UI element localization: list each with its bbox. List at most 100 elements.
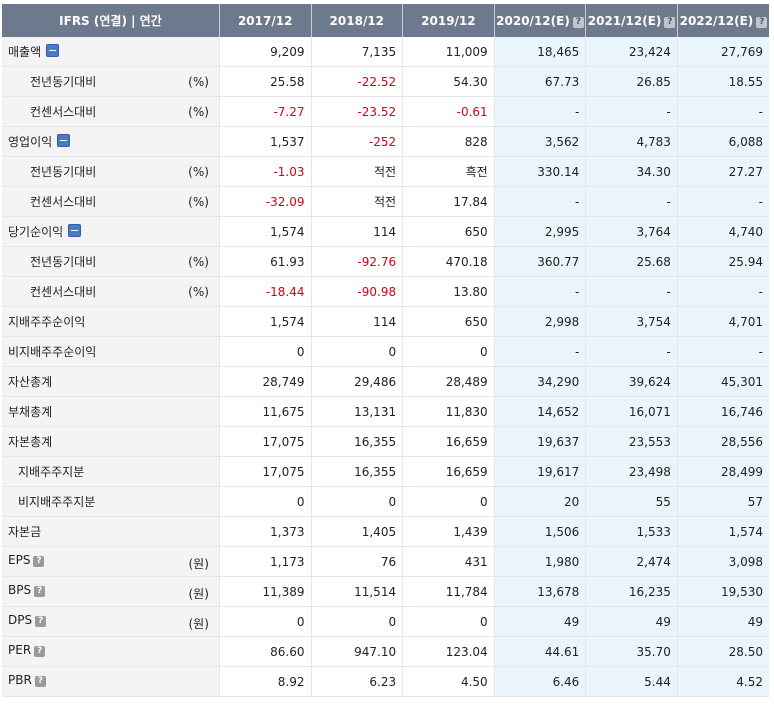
financial-table: IFRS (연결) | 연간 2017/12 2018/12 2019/12 2… xyxy=(2,4,769,697)
estimate-value-cell: 6,088 xyxy=(676,126,769,157)
value-cell: 11,675 xyxy=(218,396,311,427)
help-icon[interactable]: ? xyxy=(756,16,768,28)
value-cell: 0 xyxy=(402,606,495,637)
value-cell: -252 xyxy=(310,126,403,157)
estimate-value-cell: 4.52 xyxy=(676,666,769,697)
value-cell: 28,749 xyxy=(218,366,311,397)
estimate-value-cell: 1,506 xyxy=(493,516,586,547)
header-col-estimate: 2020/12(E)? xyxy=(493,4,586,37)
estimate-value-cell: - xyxy=(493,336,586,367)
value-cell: 86.60 xyxy=(218,636,311,667)
row-label-text: 영업이익 xyxy=(8,135,53,149)
value-cell: 흑전 xyxy=(402,156,495,187)
table-row: PBR? 8.92 6.23 4.50 6.46 5.44 4.52 xyxy=(2,666,769,697)
row-label-text: 전년동기대비 xyxy=(30,255,97,269)
row-label-cell: 전년동기대비 (%) xyxy=(2,246,220,277)
row-label: 비지배주주지분 xyxy=(18,493,95,510)
row-label: BPS? xyxy=(8,583,46,597)
value-cell: 0 xyxy=(402,336,495,367)
estimate-value-cell: - xyxy=(493,276,586,307)
header-col-estimate: 2021/12(E)? xyxy=(585,4,678,37)
row-label: 전년동기대비 xyxy=(30,253,96,270)
value-cell: 적전 xyxy=(310,186,403,217)
estimate-value-cell: 18,465 xyxy=(493,37,586,67)
table-row: DPS? (원) 0 0 0 49 49 49 xyxy=(2,606,769,637)
row-label: 컨센서스대비 xyxy=(30,193,96,210)
value-cell: 적전 xyxy=(310,156,403,187)
value-cell: 1,439 xyxy=(402,516,495,547)
table-row: 전년동기대비 (%) -1.03 적전 흑전 330.14 34.30 27.27 xyxy=(2,156,769,187)
table-row: 비지배주주지분 0 0 0 20 55 57 xyxy=(2,486,769,517)
row-label-cell: 자본총계 xyxy=(2,426,220,457)
estimate-value-cell: 6.46 xyxy=(493,666,586,697)
value-cell: -0.61 xyxy=(402,96,495,127)
row-label-cell: 전년동기대비 (%) xyxy=(2,156,220,187)
value-cell: 9,209 xyxy=(218,37,311,67)
row-label-cell: 매출액 xyxy=(2,37,220,67)
value-cell: 17,075 xyxy=(218,456,311,487)
value-cell: 1,405 xyxy=(310,516,403,547)
row-unit: (%) xyxy=(188,285,209,299)
estimate-value-cell: - xyxy=(676,276,769,307)
minus-icon[interactable] xyxy=(57,134,71,147)
estimate-value-cell: 49 xyxy=(585,606,678,637)
header-col: 2017/12 xyxy=(218,4,311,37)
row-unit: (원) xyxy=(188,557,209,571)
row-label: 매출액 xyxy=(8,43,60,60)
row-label: DPS? xyxy=(8,613,47,627)
minus-icon[interactable] xyxy=(68,224,82,237)
minus-icon[interactable] xyxy=(46,44,60,57)
row-label: 비지배주주순이익 xyxy=(8,343,96,360)
help-icon[interactable]: ? xyxy=(34,586,46,597)
row-label-text: 컨센서스대비 xyxy=(30,285,97,299)
row-unit: (%) xyxy=(188,105,209,119)
value-cell: 4.50 xyxy=(402,666,495,697)
value-cell: 11,389 xyxy=(218,576,311,607)
row-label-text: PBR xyxy=(8,673,32,687)
estimate-value-cell: 3,098 xyxy=(676,546,769,577)
value-cell: 61.93 xyxy=(218,246,311,277)
row-label-text: 자본금 xyxy=(8,525,42,539)
row-label-cell: 당기순이익 xyxy=(2,216,220,247)
estimate-value-cell: 4,783 xyxy=(585,126,678,157)
estimate-value-cell: 25.68 xyxy=(585,246,678,277)
table-row: 당기순이익 1,574 114 650 2,995 3,764 4,740 xyxy=(2,216,769,247)
estimate-value-cell: 14,652 xyxy=(493,396,586,427)
header-col: 2019/12 xyxy=(402,4,495,37)
estimate-value-cell: 44.61 xyxy=(493,636,586,667)
row-label-cell: 비지배주주지분 xyxy=(2,486,220,517)
help-icon[interactable]: ? xyxy=(33,556,45,567)
value-cell: 1,173 xyxy=(218,546,311,577)
help-icon[interactable]: ? xyxy=(35,616,47,627)
row-label-text: 지배주주순이익 xyxy=(8,315,86,329)
row-label: EPS? xyxy=(8,553,45,567)
estimate-value-cell: 27.27 xyxy=(676,156,769,187)
value-cell: -22.52 xyxy=(310,66,403,97)
row-label-text: 비지배주주지분 xyxy=(18,495,96,509)
value-cell: 114 xyxy=(310,306,403,337)
value-cell: 13.80 xyxy=(402,276,495,307)
help-icon[interactable]: ? xyxy=(664,16,676,28)
row-label-cell: 지배주주순이익 xyxy=(2,306,220,337)
estimate-value-cell: 2,998 xyxy=(493,306,586,337)
header-row: IFRS (연결) | 연간 2017/12 2018/12 2019/12 2… xyxy=(2,4,769,37)
row-label-text: 당기순이익 xyxy=(8,225,64,239)
table-row: 컨센서스대비 (%) -18.44 -90.98 13.80- - - xyxy=(2,276,769,307)
help-icon[interactable]: ? xyxy=(34,676,46,687)
row-label-cell: 전년동기대비 (%) xyxy=(2,66,220,97)
estimate-value-cell: 25.94 xyxy=(676,246,769,277)
value-cell: 17,075 xyxy=(218,426,311,457)
help-icon[interactable]: ? xyxy=(34,646,46,657)
table-row: BPS? (원) 11,389 11,514 11,784 13,678 16,235 19,… xyxy=(2,576,769,607)
row-label: 부채총계 xyxy=(8,403,52,420)
table-row: 컨센서스대비 (%) -7.27 -23.52 -0.61- - - xyxy=(2,96,769,127)
table-row: 비지배주주순이익 0 0 0- - - xyxy=(2,336,769,367)
help-icon[interactable]: ? xyxy=(572,16,584,28)
row-label-text: PER xyxy=(8,643,32,657)
table-row: 자본금 1,373 1,405 1,439 1,506 1,533 1,574 xyxy=(2,516,769,547)
row-label: 자본총계 xyxy=(8,433,52,450)
estimate-value-cell: 4,740 xyxy=(676,216,769,247)
header-col-estimate: 2022/12(E)? xyxy=(676,4,769,37)
value-cell: 1,574 xyxy=(218,216,311,247)
header-label: IFRS (연결) | 연간 xyxy=(2,4,220,37)
